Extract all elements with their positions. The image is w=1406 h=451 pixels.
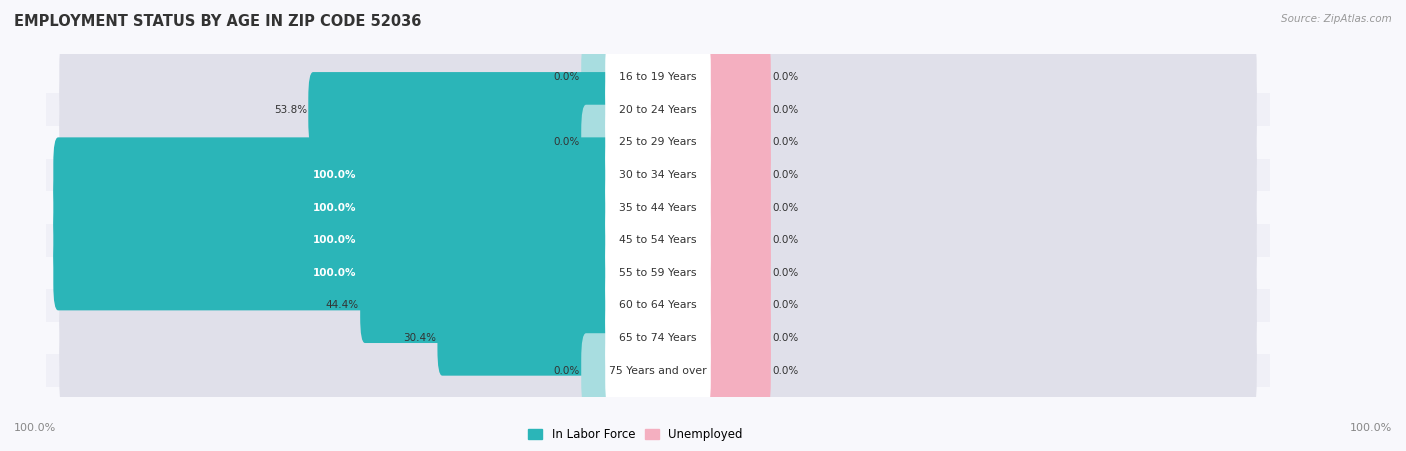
FancyBboxPatch shape (605, 202, 711, 278)
Bar (46, 322, 1270, 354)
Text: 16 to 19 Years: 16 to 19 Years (619, 72, 697, 82)
FancyBboxPatch shape (702, 333, 770, 408)
Bar (46, 159, 1270, 191)
FancyBboxPatch shape (605, 105, 711, 180)
FancyBboxPatch shape (605, 300, 711, 376)
FancyBboxPatch shape (360, 268, 614, 343)
FancyBboxPatch shape (605, 39, 711, 115)
Text: 65 to 74 Years: 65 to 74 Years (619, 333, 697, 343)
FancyBboxPatch shape (59, 170, 1257, 245)
Text: 0.0%: 0.0% (554, 366, 581, 376)
FancyBboxPatch shape (53, 235, 614, 310)
Text: 100.0%: 100.0% (14, 423, 56, 433)
FancyBboxPatch shape (702, 170, 770, 245)
Text: 0.0%: 0.0% (772, 105, 799, 115)
FancyBboxPatch shape (53, 202, 614, 278)
Text: 0.0%: 0.0% (772, 235, 799, 245)
Bar (46, 354, 1270, 387)
FancyBboxPatch shape (605, 170, 711, 245)
FancyBboxPatch shape (59, 105, 1257, 180)
Legend: In Labor Force, Unemployed: In Labor Force, Unemployed (523, 423, 748, 446)
Text: 20 to 24 Years: 20 to 24 Years (619, 105, 697, 115)
Text: 0.0%: 0.0% (772, 170, 799, 180)
Text: 0.0%: 0.0% (772, 72, 799, 82)
FancyBboxPatch shape (702, 235, 770, 310)
Text: 60 to 64 Years: 60 to 64 Years (619, 300, 697, 310)
Text: 55 to 59 Years: 55 to 59 Years (619, 268, 697, 278)
Text: 100.0%: 100.0% (312, 170, 356, 180)
FancyBboxPatch shape (59, 300, 1257, 376)
Text: 0.0%: 0.0% (772, 300, 799, 310)
FancyBboxPatch shape (702, 268, 770, 343)
Text: 100.0%: 100.0% (1350, 423, 1392, 433)
FancyBboxPatch shape (605, 138, 711, 212)
Text: 30 to 34 Years: 30 to 34 Years (619, 170, 697, 180)
FancyBboxPatch shape (581, 333, 614, 408)
Text: 25 to 29 Years: 25 to 29 Years (619, 137, 697, 147)
FancyBboxPatch shape (308, 72, 614, 147)
Text: 0.0%: 0.0% (772, 268, 799, 278)
FancyBboxPatch shape (59, 39, 1257, 115)
Text: 0.0%: 0.0% (772, 202, 799, 212)
Text: 53.8%: 53.8% (274, 105, 307, 115)
Bar (46, 60, 1270, 93)
Bar (46, 93, 1270, 126)
FancyBboxPatch shape (59, 333, 1257, 408)
FancyBboxPatch shape (702, 105, 770, 180)
FancyBboxPatch shape (605, 268, 711, 343)
FancyBboxPatch shape (53, 170, 614, 245)
FancyBboxPatch shape (605, 72, 711, 147)
FancyBboxPatch shape (702, 138, 770, 212)
FancyBboxPatch shape (581, 39, 614, 115)
Bar (46, 191, 1270, 224)
FancyBboxPatch shape (702, 300, 770, 376)
Bar (46, 257, 1270, 289)
Text: 100.0%: 100.0% (312, 235, 356, 245)
Text: 0.0%: 0.0% (554, 72, 581, 82)
Text: 100.0%: 100.0% (312, 268, 356, 278)
Bar (46, 289, 1270, 322)
Text: 45 to 54 Years: 45 to 54 Years (619, 235, 697, 245)
Text: 35 to 44 Years: 35 to 44 Years (619, 202, 697, 212)
Text: 0.0%: 0.0% (772, 366, 799, 376)
FancyBboxPatch shape (59, 268, 1257, 343)
Text: 75 Years and over: 75 Years and over (609, 366, 707, 376)
Text: Source: ZipAtlas.com: Source: ZipAtlas.com (1281, 14, 1392, 23)
FancyBboxPatch shape (437, 300, 614, 376)
FancyBboxPatch shape (702, 202, 770, 278)
FancyBboxPatch shape (59, 235, 1257, 310)
Bar (46, 224, 1270, 257)
Text: 30.4%: 30.4% (404, 333, 436, 343)
Text: 0.0%: 0.0% (772, 333, 799, 343)
Text: 100.0%: 100.0% (312, 202, 356, 212)
Bar (46, 126, 1270, 159)
FancyBboxPatch shape (59, 72, 1257, 147)
Text: 0.0%: 0.0% (554, 137, 581, 147)
FancyBboxPatch shape (581, 105, 614, 180)
FancyBboxPatch shape (605, 333, 711, 408)
Text: EMPLOYMENT STATUS BY AGE IN ZIP CODE 52036: EMPLOYMENT STATUS BY AGE IN ZIP CODE 520… (14, 14, 422, 28)
FancyBboxPatch shape (59, 202, 1257, 278)
Text: 0.0%: 0.0% (772, 137, 799, 147)
FancyBboxPatch shape (702, 39, 770, 115)
Text: 44.4%: 44.4% (326, 300, 359, 310)
FancyBboxPatch shape (59, 138, 1257, 212)
FancyBboxPatch shape (702, 72, 770, 147)
FancyBboxPatch shape (605, 235, 711, 310)
FancyBboxPatch shape (53, 138, 614, 212)
